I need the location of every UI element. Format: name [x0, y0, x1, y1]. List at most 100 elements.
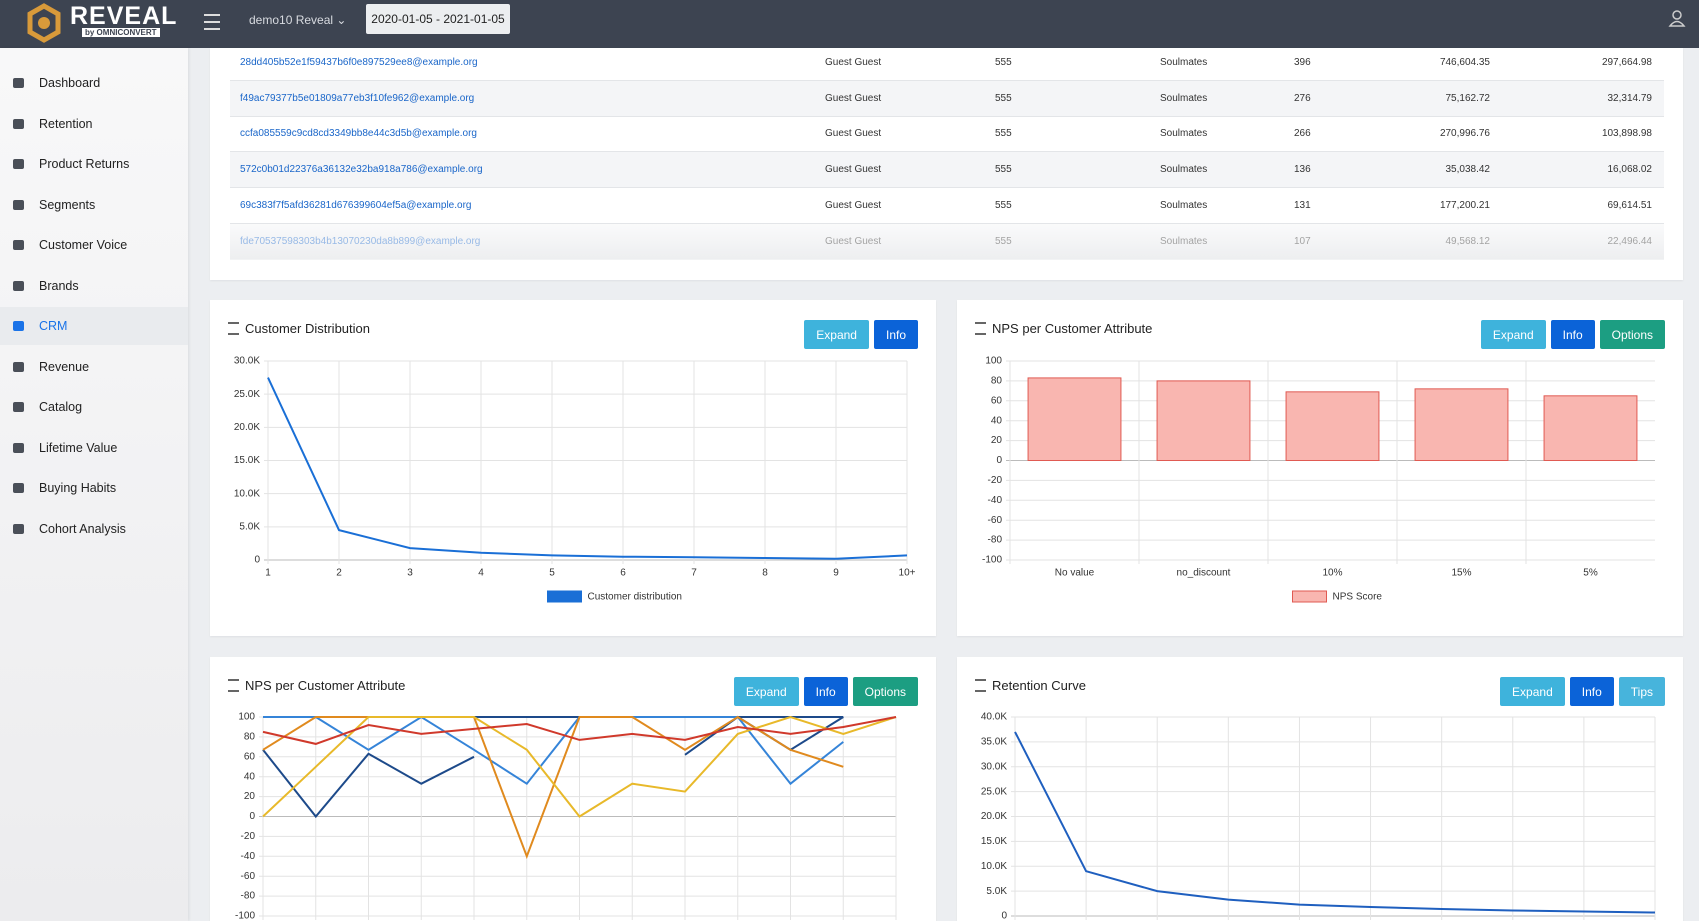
table-cell: 35,038.42 — [1445, 164, 1491, 176]
nav-item[interactable]: Buying Habits — [0, 469, 188, 507]
bar — [1414, 388, 1509, 461]
nav-label: CRM — [39, 319, 68, 333]
x-tick-label: 5 — [549, 568, 555, 579]
nav-item[interactable]: Catalog — [0, 388, 188, 426]
table-cell: Soulmates — [1160, 57, 1208, 68]
nav-icon — [13, 280, 24, 291]
nav-item[interactable]: Dashboard — [0, 64, 188, 102]
email-link[interactable]: ccfa085559c9cd8cd3349bb8e44c3d5b@example… — [240, 128, 477, 140]
nav-label: Dashboard — [39, 76, 101, 90]
table-row: ccfa085559c9cd8cd3349bb8e44c3d5b@example… — [230, 116, 1664, 153]
table-cell: 103,898.98 — [1601, 128, 1652, 140]
nav-label: Retention — [39, 116, 93, 131]
table-cell: 131 — [1294, 199, 1311, 211]
y-tick-label: -40 — [988, 495, 1003, 506]
button[interactable]: Info — [1569, 677, 1614, 706]
table-cell: 22,496.44 — [1607, 235, 1653, 247]
y-tick-label: 5.0K — [986, 886, 1007, 897]
x-tick-label: 2 — [336, 568, 342, 579]
account-name: demo10 Reveal — [249, 13, 334, 27]
button[interactable]: Expand — [1480, 320, 1546, 349]
email-link[interactable]: 572c0b01d22376a36132e32ba918a786@example… — [240, 164, 483, 176]
y-tick-label: 40 — [991, 415, 1003, 426]
button[interactable]: Expand — [804, 320, 869, 349]
title-icon — [975, 322, 986, 335]
data-line — [262, 715, 844, 860]
logo-sub: by OMNICONVERT — [82, 28, 160, 37]
nav-label: Catalog — [39, 400, 83, 414]
button[interactable]: Options — [1599, 320, 1665, 349]
chart-card: NPS per Customer Attribute Expand Info Opti… — [957, 300, 1683, 636]
email-link[interactable]: 28dd405b52e1f59437b6f0e897529ee8@example… — [240, 57, 478, 68]
table-cell: 297,664.98 — [1601, 57, 1652, 68]
chart-card: NPS per Customer Attribute Expand Info Opti… — [210, 657, 936, 921]
nav-label: Product Returns — [39, 157, 130, 171]
sidebar: Dashboard Retention Product Returns Segment… — [0, 48, 188, 921]
button-group: Expand Info Options — [1480, 320, 1665, 349]
y-tick-label: -20 — [241, 831, 256, 842]
nav-item[interactable]: Customer Voice — [0, 226, 188, 264]
menu-toggle[interactable] — [204, 14, 220, 30]
table-cell: Guest Guest — [825, 164, 882, 176]
button[interactable]: Expand — [1500, 677, 1565, 706]
user-icon[interactable] — [1667, 8, 1687, 28]
nav-item[interactable]: CRM — [0, 307, 188, 345]
email-link[interactable]: f49ac79377b5e01809a77eb3f10fe962@example… — [240, 92, 475, 104]
table-cell: 107 — [1294, 235, 1311, 247]
y-tick-label: 35.0K — [981, 737, 1007, 748]
x-tick-label: 9 — [833, 568, 839, 579]
button[interactable]: Options — [852, 677, 918, 706]
table-cell: Guest Guest — [825, 199, 882, 211]
data-line — [262, 715, 897, 818]
nav-icon — [13, 321, 24, 331]
y-tick-label: 20 — [244, 791, 256, 802]
nav-item[interactable]: Segments — [0, 186, 188, 224]
nav-item[interactable]: Lifetime Value — [0, 429, 188, 467]
nav-label: Lifetime Value — [39, 440, 118, 455]
nav-item[interactable]: Brands — [0, 267, 188, 305]
table-cell: Soulmates — [1160, 164, 1208, 176]
table-cell: Soulmates — [1160, 199, 1208, 211]
y-tick-label: 20.0K — [981, 811, 1007, 822]
data-line — [262, 716, 897, 745]
table-cell: 555 — [995, 164, 1012, 176]
nav-icon — [13, 523, 24, 534]
x-tick-label: 6 — [620, 568, 626, 579]
bar — [1027, 377, 1122, 462]
button[interactable]: Info — [873, 320, 918, 349]
y-tick-label: 40.0K — [981, 712, 1007, 723]
title-text: NPS per Customer Attribute — [245, 678, 406, 693]
title-text: Retention Curve — [992, 678, 1086, 693]
nav-item[interactable]: Retention — [0, 105, 188, 143]
x-tick-label: 10% — [1322, 568, 1342, 579]
nav-icon — [13, 118, 24, 129]
account-select[interactable]: demo10 Reveal ⌄ — [249, 13, 347, 27]
table-cell: 270,996.76 — [1439, 128, 1490, 140]
table-cell: 396 — [1294, 57, 1311, 68]
table-row: 69c383f7f5afd36281d676399604ef5a@example… — [230, 188, 1664, 224]
email-link[interactable]: fde70537598303b4b13070230da8b899@example… — [240, 235, 481, 247]
nav-icon — [13, 483, 24, 493]
nav-icon — [13, 159, 24, 169]
email-link[interactable]: 69c383f7f5afd36281d676399604ef5a@example… — [240, 199, 472, 211]
x-tick-label: 7 — [691, 568, 697, 579]
bar — [1285, 391, 1380, 461]
nav-item[interactable]: Cohort Analysis — [0, 510, 188, 548]
y-tick-label: 60 — [991, 395, 1003, 406]
x-tick-label: no_discount — [1177, 568, 1231, 579]
nav-item[interactable]: Product Returns — [0, 145, 188, 183]
nav-item[interactable]: Revenue — [0, 348, 188, 386]
button[interactable]: Tips — [1618, 677, 1665, 706]
table-cell: Guest Guest — [825, 128, 882, 140]
y-tick-label: -80 — [241, 891, 256, 902]
button[interactable]: Info — [1550, 320, 1595, 349]
table-cell: 266 — [1294, 128, 1311, 140]
button[interactable]: Expand — [733, 677, 799, 706]
button-group: Expand Info Tips — [1500, 677, 1665, 706]
button[interactable]: Info — [803, 677, 848, 706]
top-bar: REVEAL by OMNICONVERT demo10 Reveal ⌄ 20… — [0, 0, 1699, 48]
data-line — [267, 377, 908, 560]
table-cell: 555 — [995, 92, 1012, 104]
date-range[interactable]: 2020-01-05 - 2021-01-05 — [366, 4, 510, 34]
